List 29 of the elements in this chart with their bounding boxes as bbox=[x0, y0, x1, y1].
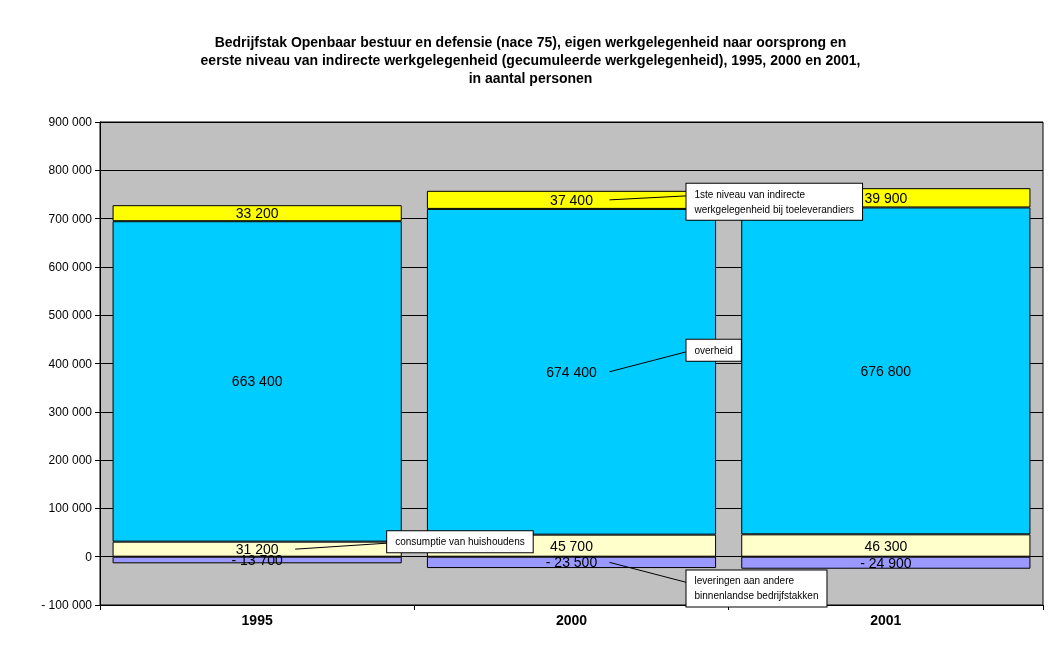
y-tick-label: - 100 000 bbox=[41, 598, 93, 612]
x-tick-label: 2001 bbox=[870, 612, 902, 628]
annotation: 1ste niveau van indirecte werkgelegenheid bij toeleverandiers bbox=[693, 188, 855, 215]
data-label: 39 900 bbox=[864, 189, 908, 206]
y-tick-label: 300 000 bbox=[48, 404, 93, 419]
annotation: leveringen aan andere binnenlandse bedrijfstakken bbox=[694, 575, 819, 602]
data-label: 37 400 bbox=[550, 191, 594, 208]
data-label: 46 300 bbox=[864, 537, 908, 554]
data-label: 663 400 bbox=[231, 373, 283, 390]
annotation: overheid bbox=[694, 344, 733, 356]
y-tick-label: 400 000 bbox=[48, 356, 93, 371]
annotation: consumptie van huishoudens bbox=[395, 536, 525, 548]
y-tick-label: 500 000 bbox=[48, 308, 93, 323]
data-label: 45 700 bbox=[550, 537, 594, 554]
data-label: 676 800 bbox=[860, 362, 912, 379]
y-tick-label: 900 000 bbox=[48, 115, 93, 129]
x-tick-label: 1995 bbox=[241, 612, 273, 628]
data-label: 674 400 bbox=[546, 363, 598, 380]
y-tick-label: 100 000 bbox=[48, 501, 93, 516]
data-label: 33 200 bbox=[235, 205, 279, 222]
data-label: - 23 500 bbox=[545, 554, 598, 571]
y-tick-label: 600 000 bbox=[48, 259, 93, 274]
chart-title: Bedrijfstak Openbaar bestuur en defensie (nace 75), eigen werkgelegenheid naar oorsprong en eerste niveau van indirecte werkgelegenheid (gecumuleerde werkgelegenheid), 1995, 2000 en 2001, in aantal personen bbox=[200, 34, 861, 86]
y-tick-label: 700 000 bbox=[48, 211, 93, 226]
y-tick-label: 800 000 bbox=[48, 163, 93, 178]
data-label: - 24 900 bbox=[860, 554, 912, 571]
x-tick-label: 2000 bbox=[555, 612, 588, 628]
y-tick-label: 200 000 bbox=[48, 453, 93, 468]
y-tick-label: 0 bbox=[85, 549, 93, 564]
